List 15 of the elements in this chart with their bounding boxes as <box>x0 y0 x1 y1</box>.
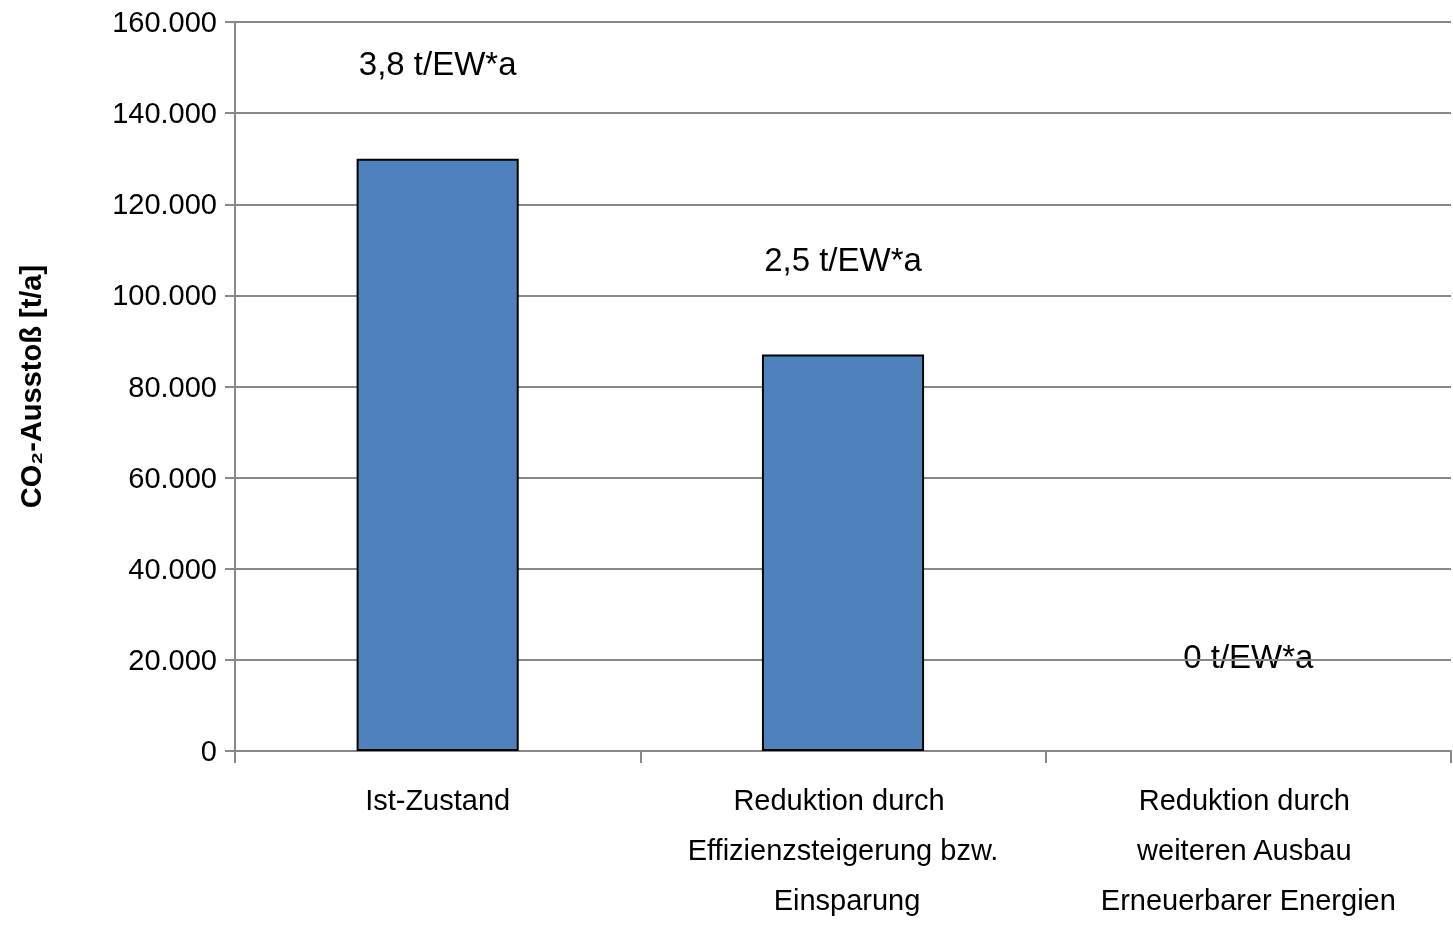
annotation: 2,5 t/EW*a <box>764 241 923 279</box>
y-tick-label: 160.000 <box>112 6 217 38</box>
y-tick-label: 60.000 <box>128 461 217 494</box>
y-axis-title: CO₂-Ausstoß [t/a] <box>14 264 47 509</box>
x-tick-label: Reduktion durch Effizienzsteigerung bzw. Einsparung <box>687 784 999 916</box>
y-tick-label: 120.000 <box>112 188 217 221</box>
y-tick-label: 140.000 <box>112 97 217 130</box>
y-tick-label: 80.000 <box>128 370 217 403</box>
y-tick-label: 100.000 <box>112 279 217 312</box>
x-tick-label: Reduktion durch weiteren Ausbau Erneuerbarer Energien <box>1100 784 1396 916</box>
y-tick-label: 20.000 <box>128 643 217 676</box>
x-tick-label: Ist-Zustand <box>365 784 511 816</box>
annotation: 3,8 t/EW*a <box>358 45 518 83</box>
y-tick-label: 40.000 <box>128 552 217 585</box>
y-tick-label: 0 <box>200 735 217 767</box>
